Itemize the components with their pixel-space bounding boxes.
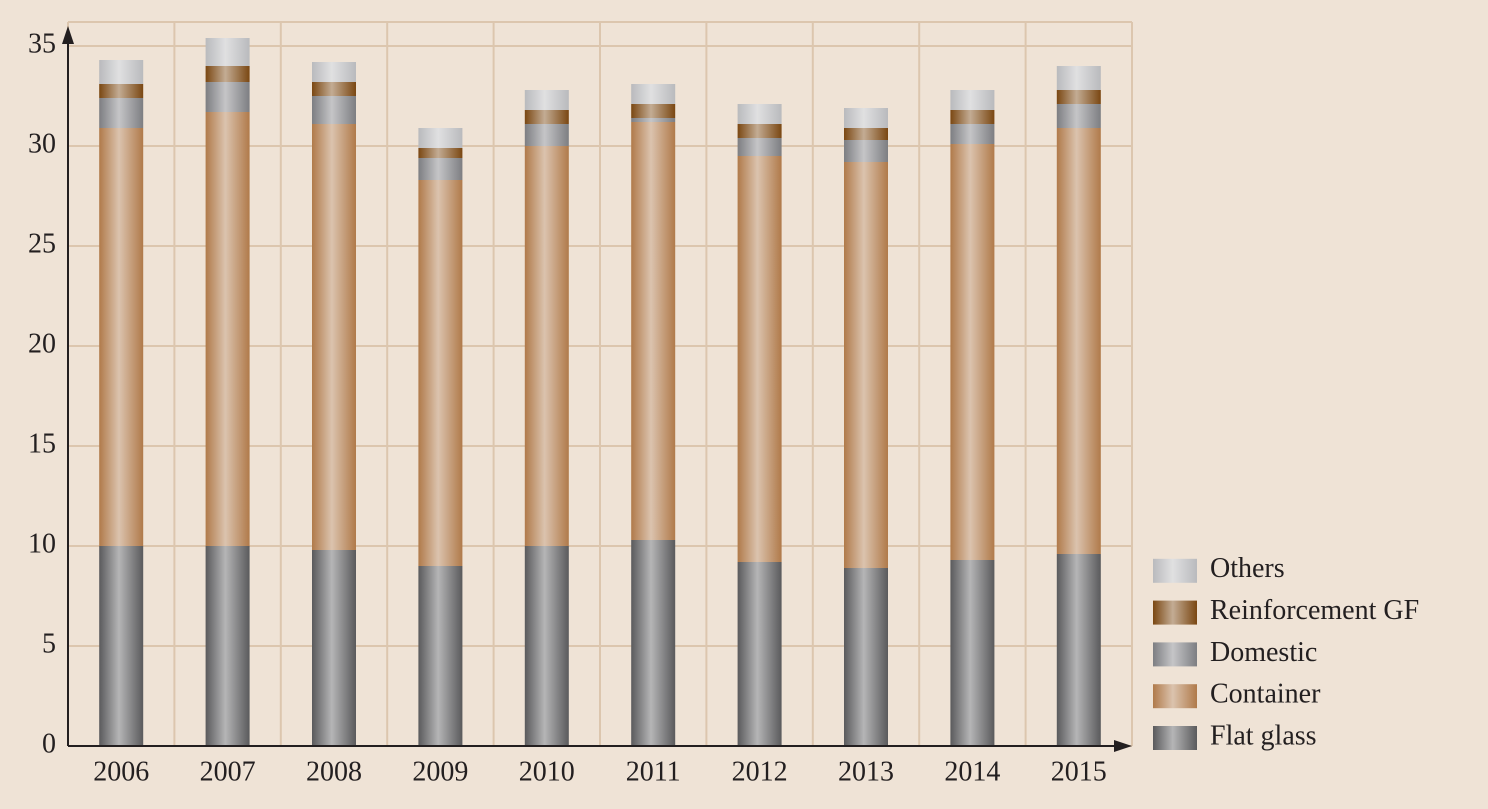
x-tick-label: 2013 bbox=[838, 756, 894, 787]
legend-label: Flat glass bbox=[1210, 720, 1317, 751]
bar-segment bbox=[99, 546, 144, 746]
bar-segment bbox=[205, 82, 250, 112]
legend-label: Reinforcement GF bbox=[1210, 595, 1419, 626]
bar-segment bbox=[950, 90, 995, 110]
bar-segment bbox=[418, 566, 463, 746]
y-tick-label: 5 bbox=[42, 628, 56, 659]
bar-segment bbox=[312, 96, 356, 124]
x-tick-label: 2006 bbox=[93, 756, 149, 787]
bar-segment bbox=[312, 550, 356, 746]
bar-segment bbox=[631, 104, 676, 118]
bar-segment bbox=[1056, 104, 1101, 128]
bar-segment bbox=[631, 118, 676, 122]
x-tick-label: 2009 bbox=[412, 756, 468, 787]
legend-swatch bbox=[1153, 558, 1197, 583]
bar-segment bbox=[950, 560, 995, 746]
bar-segment bbox=[205, 112, 250, 546]
y-tick-label: 15 bbox=[28, 428, 56, 459]
bar-segment bbox=[418, 158, 463, 180]
legend-swatch bbox=[1153, 726, 1197, 750]
bar-segment bbox=[844, 162, 888, 568]
bar-segment bbox=[1056, 66, 1101, 90]
bar-segment bbox=[524, 124, 569, 146]
bar-segment bbox=[844, 568, 888, 746]
bar-segment bbox=[844, 140, 888, 162]
y-tick-label: 0 bbox=[42, 728, 56, 759]
x-tick-label: 2008 bbox=[306, 756, 362, 787]
y-axis-arrow bbox=[62, 26, 74, 44]
bar-segment bbox=[205, 66, 250, 82]
bar-segment bbox=[418, 128, 463, 148]
bar-segment bbox=[418, 148, 463, 158]
legend-swatch bbox=[1153, 684, 1197, 709]
bar-segment bbox=[737, 156, 782, 562]
bar-segment bbox=[737, 104, 782, 124]
legend-label: Container bbox=[1210, 679, 1321, 710]
x-tick-label: 2014 bbox=[944, 756, 1000, 787]
x-tick-label: 2010 bbox=[519, 756, 575, 787]
bar-segment bbox=[631, 122, 676, 540]
bar-segment bbox=[99, 60, 144, 84]
x-tick-label: 2015 bbox=[1051, 756, 1107, 787]
bar-segment bbox=[205, 546, 250, 746]
bar-segment bbox=[524, 90, 569, 110]
bar-segment bbox=[312, 82, 356, 96]
y-tick-label: 25 bbox=[28, 228, 56, 259]
bar-segment bbox=[737, 562, 782, 746]
bar-segment bbox=[205, 38, 250, 66]
legend-label: Others bbox=[1210, 553, 1285, 584]
bar-segment bbox=[1056, 90, 1101, 104]
legend-swatch bbox=[1153, 642, 1197, 667]
bar-segment bbox=[312, 124, 356, 550]
bar-segment bbox=[950, 110, 995, 124]
bar-segment bbox=[950, 124, 995, 144]
bar-segment bbox=[950, 144, 995, 560]
bar-segment bbox=[99, 128, 144, 546]
bar-segment bbox=[99, 84, 144, 98]
bar-segment bbox=[737, 138, 782, 156]
bar-segment bbox=[99, 98, 144, 128]
legend-swatch bbox=[1153, 600, 1197, 625]
bar-segment bbox=[418, 180, 463, 566]
y-tick-label: 20 bbox=[28, 328, 56, 359]
legend-label: Domestic bbox=[1210, 637, 1317, 668]
y-tick-label: 10 bbox=[28, 528, 56, 559]
bar-segment bbox=[524, 546, 569, 746]
y-tick-label: 30 bbox=[28, 128, 56, 159]
bar-segment bbox=[844, 108, 888, 128]
bar-segment bbox=[524, 110, 569, 124]
bar-segment bbox=[1056, 554, 1101, 746]
bar-segment bbox=[631, 540, 676, 746]
bar-segment bbox=[737, 124, 782, 138]
bar-segment bbox=[1056, 128, 1101, 554]
x-axis-arrow bbox=[1114, 740, 1132, 752]
bar-segment bbox=[631, 84, 676, 104]
bar-segment bbox=[524, 146, 569, 546]
x-tick-label: 2012 bbox=[732, 756, 788, 787]
y-tick-label: 35 bbox=[28, 28, 56, 59]
x-tick-label: 2007 bbox=[200, 756, 256, 787]
x-tick-label: 2011 bbox=[626, 756, 681, 787]
bar-segment bbox=[844, 128, 888, 140]
bar-segment bbox=[312, 62, 356, 82]
